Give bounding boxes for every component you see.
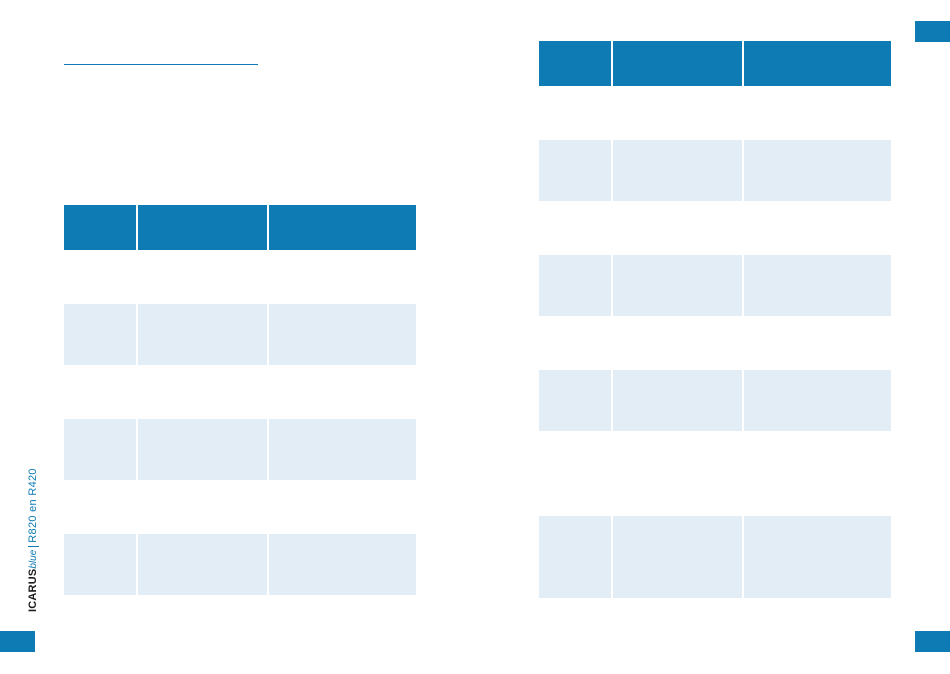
brand-name: ICARUS	[27, 568, 39, 612]
table-row	[539, 431, 891, 516]
table-row	[539, 201, 891, 255]
table-row	[64, 419, 416, 480]
page-tab-top-right	[915, 21, 950, 42]
table-row	[64, 534, 416, 595]
model-label: R820 en R420	[27, 468, 39, 543]
brand-suffix: blue	[28, 549, 39, 569]
left-table	[64, 205, 416, 595]
table-row	[64, 250, 416, 304]
page-tab-bottom-left	[0, 631, 35, 652]
header-cell-2	[613, 41, 742, 86]
left-page: ICARUS blue R820 en R420	[0, 64, 416, 652]
divider	[28, 545, 39, 547]
section-heading-rule	[64, 64, 258, 65]
header-cell-1	[539, 41, 611, 86]
table-row	[64, 304, 416, 365]
table-header-row	[539, 41, 891, 86]
table-row	[539, 516, 891, 598]
header-cell-3	[744, 41, 891, 86]
table-row	[539, 255, 891, 316]
table-row	[64, 365, 416, 419]
right-page	[475, 0, 950, 674]
header-cell-1	[64, 205, 136, 250]
table-header-row	[64, 205, 416, 250]
table-row	[539, 370, 891, 431]
right-table	[539, 41, 891, 598]
page-tab-bottom-right	[915, 631, 950, 652]
header-cell-3	[269, 205, 416, 250]
table-row	[539, 316, 891, 370]
table-row	[539, 86, 891, 140]
table-row	[64, 480, 416, 534]
brand-spine-label: ICARUS blue R820 en R420	[26, 468, 41, 612]
header-cell-2	[138, 205, 267, 250]
table-row	[539, 140, 891, 201]
